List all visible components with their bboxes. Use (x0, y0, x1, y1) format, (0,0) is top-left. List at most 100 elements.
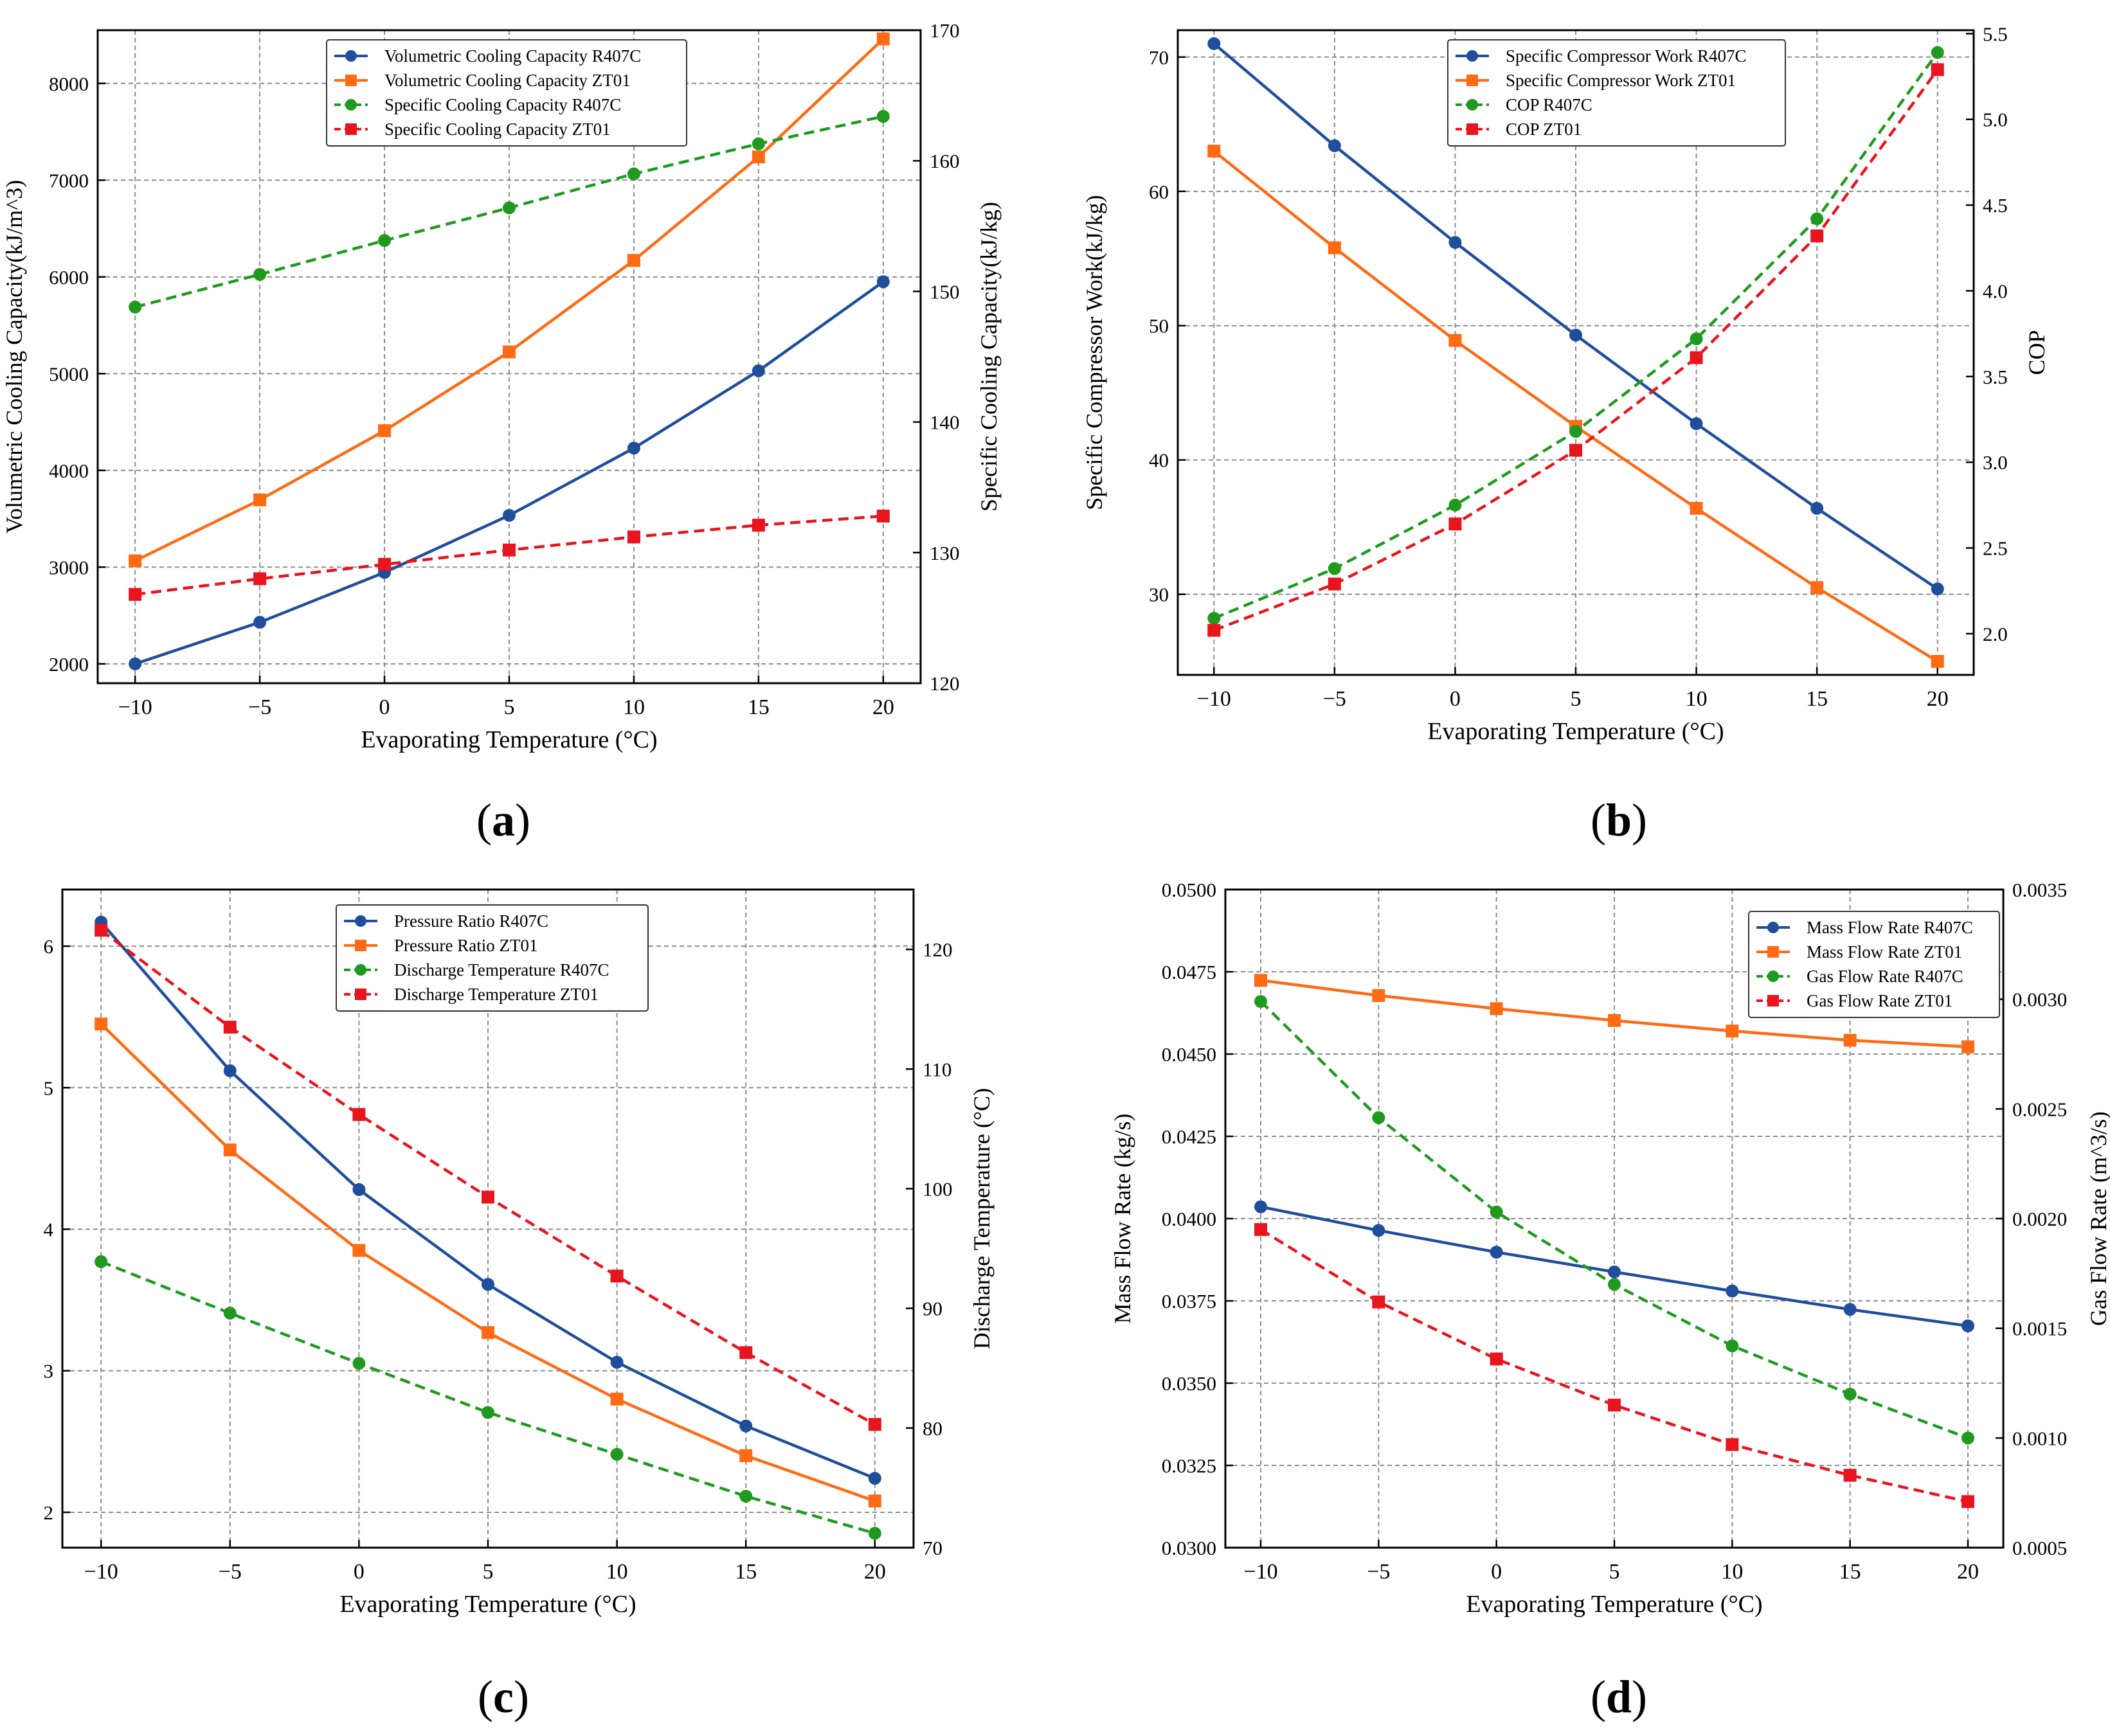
y-tick-label-right: 120 (930, 672, 960, 695)
data-point (1254, 995, 1267, 1008)
data-point (223, 1021, 237, 1034)
y-axis-title-left: Specific Compressor Work(kJ/kg) (1081, 195, 1107, 510)
x-axis-title: Evaporating Temperature (°C) (1466, 1591, 1762, 1618)
legend-marker (355, 940, 366, 951)
legend: Volumetric Cooling Capacity R407C Volumet… (326, 39, 687, 147)
y-tick-label-right: 2.0 (1983, 623, 2008, 645)
y-axis-title-right: Gas Flow Rate (m^3/s) (2086, 1111, 2110, 1326)
chart-c: −10 −5 0 5 10 15 20 2 3 4 5 6 70 80 90 100 110 120 Evapora… (44, 888, 995, 1723)
x-tick-label: 10 (623, 695, 645, 719)
x-tick-label: 15 (748, 695, 770, 719)
y-tick-label-right: 0.0010 (2012, 1427, 2067, 1449)
data-point (1608, 1265, 1621, 1278)
data-point (1961, 1495, 1974, 1508)
x-axis-title: Evaporating Temperature (°C) (339, 1591, 636, 1618)
legend-label: Pressure Ratio R407C (394, 911, 548, 931)
y-axis-title-left: Volumetric Cooling Capacity(kJ/m^3) (1, 180, 27, 533)
y-tick-label-right: 120 (923, 938, 953, 961)
y-tick-label-left: 3000 (49, 556, 89, 578)
data-point (1448, 517, 1462, 531)
legend-item: Pressure Ratio ZT01 (344, 936, 537, 955)
data-point (1726, 1339, 1739, 1352)
data-point (1490, 1352, 1503, 1366)
ticks: −10 −5 0 5 10 15 20 30 40 50 60 70 2.0 2.5 3.0 3.5 4.0 4.… (1149, 22, 2008, 711)
plot-frame (61, 888, 915, 1549)
data-point (1372, 1111, 1385, 1124)
data-point (1843, 1388, 1857, 1401)
data-point (223, 1307, 237, 1320)
legend-marker (1466, 99, 1478, 111)
data-point (739, 1449, 753, 1462)
data-point (223, 1064, 237, 1077)
series-line (1213, 150, 1938, 663)
data-point (95, 1017, 108, 1031)
legend-marker (1466, 123, 1478, 135)
legend-label: Specific Compressor Work R407C (1506, 46, 1747, 66)
x-tick-label: −10 (118, 695, 152, 719)
data-point (1207, 611, 1221, 625)
series-pressure-ratio-zt01 (95, 1017, 881, 1508)
panel-label: (c) (478, 1671, 529, 1723)
series-group (129, 32, 890, 670)
series-mass-flow-rate-r407c (1254, 1200, 1974, 1332)
x-tick-label: −5 (1367, 1560, 1390, 1584)
legend-marker (1767, 946, 1779, 958)
data-point (627, 254, 640, 267)
data-point (1448, 334, 1462, 347)
data-point (1569, 443, 1582, 457)
y-tick-label-left: 60 (1149, 181, 1169, 203)
legend-item: Mass Flow Rate ZT01 (1756, 942, 1962, 962)
x-tick-label: 0 (1491, 1560, 1502, 1584)
legend-item: Specific Cooling Capacity R407C (334, 95, 621, 114)
legend-box (1748, 911, 2000, 1018)
data-point (1608, 1399, 1621, 1412)
legend-marker (1767, 971, 1779, 982)
y-tick-label-left: 8000 (49, 73, 89, 95)
panel-label: (a) (476, 794, 530, 846)
y-tick-label-right: 0.0015 (2012, 1318, 2067, 1340)
data-point (1843, 1469, 1857, 1482)
x-tick-label: −10 (1243, 1560, 1277, 1584)
data-point (1372, 1224, 1385, 1237)
x-tick-label: 20 (864, 1560, 886, 1584)
legend-marker (345, 99, 357, 111)
data-point (1810, 212, 1824, 226)
legend-item: Volumetric Cooling Capacity ZT01 (334, 71, 631, 90)
x-tick-label: −10 (84, 1560, 118, 1584)
data-point (1207, 37, 1221, 50)
data-point (1207, 145, 1221, 158)
data-point (876, 32, 890, 46)
data-point (95, 1255, 108, 1269)
series-discharge-temperature-zt01 (95, 924, 881, 1431)
data-point (1931, 582, 1944, 596)
data-point (1254, 974, 1267, 987)
legend-item: Specific Cooling Capacity ZT01 (334, 120, 611, 139)
x-tick-label: −5 (219, 1560, 242, 1584)
y-axis-title-left: Mass Flow Rate (kg/s) (1110, 1114, 1135, 1324)
series-specific-compressor-work-r407c (1207, 37, 1944, 596)
data-point (627, 530, 640, 544)
x-tick-label: 5 (1571, 687, 1582, 711)
x-tick-label: −10 (1197, 687, 1231, 711)
data-point (868, 1472, 881, 1485)
data-point (1843, 1303, 1857, 1316)
y-tick-label-right: 110 (923, 1058, 951, 1080)
data-point (482, 1406, 494, 1419)
y-tick-label-left: 0.0300 (1162, 1537, 1216, 1559)
x-tick-label: −5 (248, 695, 271, 719)
legend-marker (355, 915, 366, 927)
data-point (1726, 1284, 1739, 1298)
legend-item: Gas Flow Rate ZT01 (1756, 991, 1952, 1010)
data-point (253, 267, 267, 281)
legend-label: Specific Cooling Capacity R407C (384, 95, 621, 114)
legend-item: Pressure Ratio R407C (344, 911, 548, 931)
legend-marker (1466, 75, 1478, 86)
legend: Pressure Ratio R407C Pressure Ratio ZT01 D… (336, 904, 649, 1012)
data-point (1931, 655, 1944, 668)
data-point (1254, 1200, 1267, 1213)
y-tick-label-left: 70 (1149, 46, 1169, 69)
y-axis-title-right: Discharge Temperature (°C) (969, 1088, 995, 1349)
data-point (503, 543, 516, 557)
series-pressure-ratio-r407c (95, 915, 881, 1485)
plot-frame (1224, 888, 2005, 1549)
